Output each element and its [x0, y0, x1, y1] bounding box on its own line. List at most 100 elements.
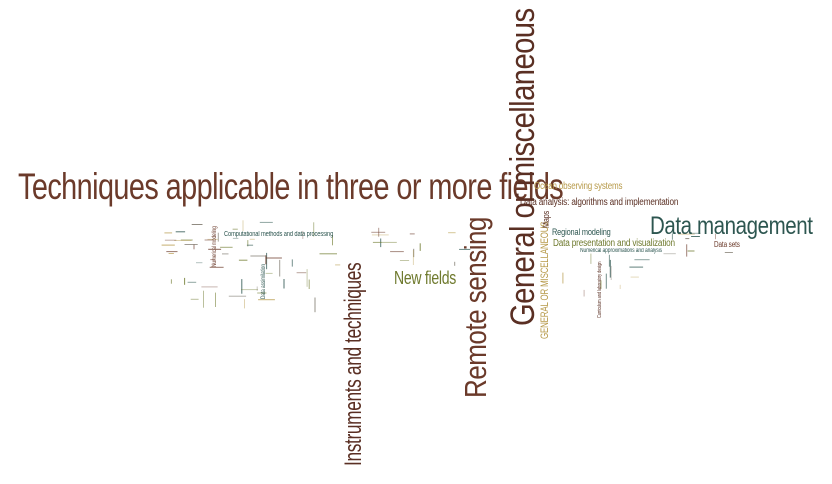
word-data-analysis: Data analysis: algorithms and implementa…: [520, 197, 679, 208]
small-word-fragment: [687, 250, 695, 252]
small-word-fragment: [296, 272, 307, 274]
small-word-fragment: [241, 289, 258, 291]
small-word-fragment: [190, 298, 199, 300]
small-word-fragment: [332, 235, 333, 246]
small-word-fragment: [454, 261, 456, 266]
small-word-fragment: [258, 299, 275, 301]
word-data-presentation: Data presentation and visualization: [553, 238, 675, 249]
small-word-fragment: [302, 230, 304, 239]
small-word-fragment: [204, 239, 214, 241]
small-word-fragment: [691, 236, 700, 237]
small-word-fragment: [459, 248, 471, 250]
small-word-fragment: [241, 279, 243, 294]
small-word-fragment: [686, 244, 688, 257]
word-data-management: Data management: [650, 212, 813, 240]
small-word-fragment: [590, 253, 592, 264]
small-word-fragment: [257, 292, 267, 294]
word-remote-sensing: Remote sensing: [458, 217, 493, 398]
small-word-fragment: [210, 259, 215, 261]
small-word-fragment: [164, 239, 177, 241]
small-word-fragment: [244, 299, 245, 309]
small-word-fragment: [222, 253, 229, 255]
small-word-fragment: [203, 290, 204, 308]
small-word-fragment: [314, 297, 316, 313]
small-word-fragment: [228, 295, 247, 297]
word-instruments: Instruments and techniques: [340, 262, 367, 466]
small-word-fragment: [605, 273, 607, 289]
small-word-fragment: [690, 232, 701, 234]
small-word-fragment: [600, 280, 602, 289]
small-word-fragment: [619, 284, 621, 289]
small-word-fragment: [448, 232, 456, 234]
small-word-fragment: [232, 237, 239, 239]
small-word-fragment: [390, 251, 404, 253]
small-word-fragment: [419, 243, 421, 251]
small-word-fragment: [412, 250, 414, 265]
small-word-fragment: [413, 248, 415, 258]
small-word-fragment: [380, 241, 397, 243]
word-ocean-observing: Ocean observing systems: [534, 181, 623, 192]
small-word-fragment: [209, 266, 224, 268]
word-maps: Maps: [541, 210, 551, 228]
word-new-fields: New fields: [394, 268, 456, 288]
small-word-fragment: [208, 248, 222, 250]
small-word-fragment: [161, 244, 175, 246]
small-word-fragment: [184, 244, 198, 245]
small-word-fragment: [170, 279, 172, 284]
word-general-misc: General or miscellaneous: [504, 8, 542, 326]
small-word-fragment: [265, 257, 282, 259]
word-computational: Computational methods and data processin…: [224, 231, 334, 238]
small-word-fragment: [308, 279, 310, 289]
small-word-fragment: [215, 292, 216, 307]
small-word-fragment: [175, 231, 186, 233]
small-word-fragment: [166, 251, 178, 253]
small-word-fragment: [663, 253, 676, 255]
small-word-fragment: [608, 254, 610, 267]
small-word-fragment: [180, 239, 193, 241]
small-word-fragment: [164, 232, 173, 234]
small-word-fragment: [217, 232, 219, 242]
small-word-fragment: [715, 233, 716, 240]
small-word-fragment: [184, 277, 186, 285]
small-word-fragment: [313, 222, 315, 237]
small-word-fragment: [265, 272, 273, 274]
word-numerical-approx: Numerical approximations and analysis: [580, 248, 662, 254]
small-word-fragment: [242, 220, 244, 232]
small-word-fragment: [291, 259, 293, 267]
word-regional-modeling: Regional modeling: [552, 227, 611, 237]
small-word-fragment: [319, 253, 337, 255]
word-numerical-modeling: Numerical modeling: [212, 226, 218, 267]
small-word-fragment: [191, 224, 203, 225]
small-word-fragment: [634, 259, 650, 261]
small-word-fragment: [232, 228, 238, 230]
small-word-fragment: [259, 221, 273, 223]
small-word-fragment: [283, 279, 285, 289]
small-word-fragment: [678, 233, 695, 235]
small-word-fragment: [630, 276, 639, 278]
small-word-fragment: [371, 234, 389, 236]
small-word-fragment: [256, 286, 258, 291]
small-word-fragment: [279, 259, 281, 277]
small-word-fragment: [168, 253, 174, 254]
small-word-fragment: [174, 240, 192, 241]
small-word-fragment: [265, 255, 267, 265]
small-word-fragment: [378, 227, 380, 237]
word-data-assimilation: Data assimilation: [261, 264, 267, 299]
small-word-fragment: [562, 272, 564, 284]
small-word-fragment: [372, 241, 382, 243]
small-word-fragment: [238, 259, 248, 261]
word-curriculum: Curriculum and laboratory design: [597, 261, 603, 318]
small-word-fragment: [193, 244, 195, 250]
small-word-fragment: [246, 244, 254, 246]
small-word-fragment: [250, 255, 266, 257]
small-word-fragment: [671, 233, 673, 240]
small-word-fragment: [207, 238, 218, 240]
word-techniques: Techniques applicable in three or more f…: [18, 166, 564, 207]
small-word-fragment: [187, 281, 197, 283]
word-general-caps: GENERAL OR MISCELLANEOUS: [539, 221, 551, 339]
small-word-fragment: [220, 246, 233, 248]
small-word-fragment: [266, 252, 268, 270]
small-word-fragment: [196, 262, 203, 264]
small-word-fragment: [609, 259, 611, 278]
small-word-fragment: [610, 265, 612, 280]
